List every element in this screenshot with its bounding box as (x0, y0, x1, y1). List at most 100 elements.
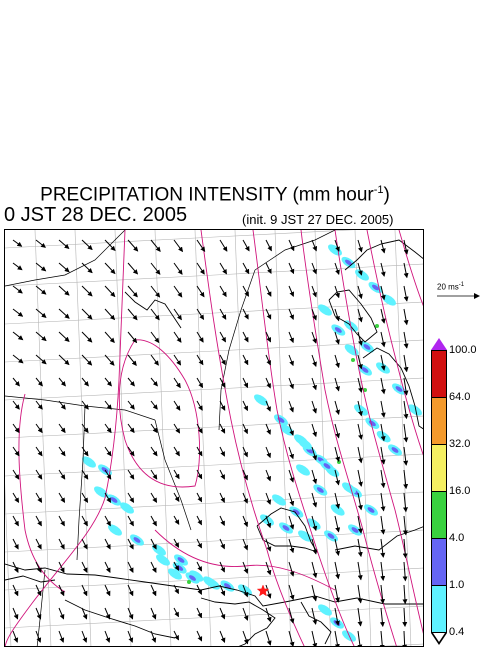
wind-arrow (334, 446, 341, 463)
wind-arrow (311, 331, 317, 344)
wind-arrow (402, 630, 408, 646)
wind-arrow (380, 331, 386, 348)
precip-cell-light (82, 456, 96, 468)
wind-arrow (150, 561, 157, 573)
grid-meridian (154, 230, 172, 646)
wind-arrow (81, 354, 93, 366)
precip-cell-moderate (110, 497, 118, 503)
wind-arrow (219, 377, 226, 389)
wind-arrow (104, 561, 111, 573)
grid-parallel (5, 567, 423, 591)
wind-arrow (265, 239, 272, 252)
wind-arrow (150, 607, 157, 620)
wind-arrow (357, 515, 363, 534)
wind-arrow (403, 262, 409, 279)
wind-arrow (357, 262, 363, 276)
wind-arrow (127, 607, 134, 620)
wind-arrow (242, 400, 248, 412)
wind-arrow (242, 285, 249, 297)
precip-cell-moderate (177, 557, 185, 563)
wind-arrow (357, 377, 363, 393)
wind-arrow (357, 400, 363, 417)
wind-arrow (242, 630, 249, 645)
wind-arrow (242, 607, 249, 621)
precip-cell-light (330, 504, 345, 516)
wind-arrow (81, 469, 89, 480)
precip-cell-light (168, 568, 182, 580)
wind-arrow (104, 630, 111, 643)
wind-arrow (173, 492, 180, 503)
wind-arrow (127, 469, 135, 480)
precip-cell-moderate (282, 525, 290, 531)
colorbar-segment (431, 350, 447, 398)
colorbar-bottom-triangle-fill (433, 633, 445, 642)
wind-arrow (380, 515, 386, 535)
wind-arrow (242, 492, 248, 504)
precip-cell-moderate (361, 367, 369, 373)
wind-arrow (196, 331, 204, 343)
wind-arrow (81, 239, 93, 251)
wind-arrow (219, 423, 226, 434)
wind-arrow (173, 400, 181, 411)
wind-arrow (104, 239, 116, 252)
wind-arrow (403, 423, 409, 443)
grid-meridian (354, 230, 372, 646)
wind-arrow (104, 584, 111, 597)
wind-arrow (311, 400, 317, 414)
wind-arrow (81, 446, 89, 457)
wind-arrow (288, 377, 294, 390)
wind-arrow (265, 400, 271, 412)
wind-arrow (219, 331, 226, 343)
wind-arrow (265, 308, 272, 320)
wind-arrow (311, 308, 317, 321)
wind-arrow (12, 331, 24, 341)
grid-meridian (114, 230, 132, 646)
wind-arrow (196, 492, 203, 503)
wind-arrow (35, 400, 43, 410)
wind-arrow (58, 377, 66, 387)
wind-arrow (219, 469, 225, 480)
wind-arrow (311, 354, 317, 367)
wind-arrow (150, 515, 157, 527)
wind-arrow (12, 262, 23, 271)
wind-arrow (173, 538, 180, 548)
wind-arrow (173, 469, 180, 480)
precip-cell-moderate (391, 447, 399, 453)
wind-arrow (403, 400, 409, 420)
wind-arrow (265, 630, 272, 646)
wind-arrow (35, 584, 42, 597)
wind-arrow (265, 262, 272, 275)
wind-arrow (127, 262, 139, 275)
wind-arrow (334, 538, 341, 557)
grid-meridian (274, 230, 292, 646)
wind-arrow (380, 561, 386, 582)
wind-arrow (81, 377, 89, 387)
wind-arrow (265, 469, 272, 482)
precip-cell-light (296, 464, 310, 476)
wind-arrow (334, 584, 340, 603)
wind-arrow (288, 538, 295, 554)
wind-arrow (12, 308, 24, 317)
wind-arrow (380, 423, 386, 442)
colorbar: 100.0 64.0 32.0 16.0 4.0 1.0 0.4 (430, 338, 500, 648)
wind-arrow (104, 400, 112, 410)
wind-arrow (357, 630, 363, 646)
wind-arrow (219, 515, 225, 527)
wind-arrow (104, 469, 112, 480)
grid-parallel (5, 415, 423, 439)
wind-arrow (58, 354, 70, 366)
wind-arrow (35, 377, 43, 387)
wind-arrow (219, 239, 228, 252)
wind-arrow (173, 354, 182, 366)
wind-arrow (81, 308, 93, 320)
precip-cell-light (156, 554, 170, 566)
wind-arrow (288, 354, 294, 367)
precip-cell-light (272, 494, 286, 506)
wind-arrow (242, 538, 249, 551)
wind-arrow (58, 285, 70, 296)
wind-arrow (35, 239, 46, 248)
wind-arrow (81, 630, 88, 643)
wind-arrow (265, 492, 272, 505)
precip-cell-light (318, 604, 332, 616)
wind-arrow (150, 423, 158, 434)
